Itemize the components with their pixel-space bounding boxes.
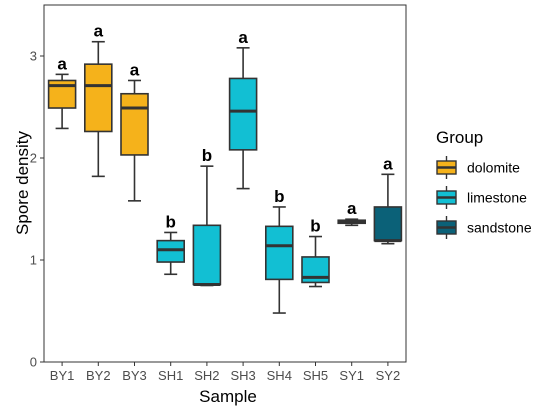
box-sh1: b bbox=[156, 212, 185, 276]
significance-label: b bbox=[166, 212, 176, 231]
x-tick-label: BY3 bbox=[122, 368, 147, 383]
axes: 0 1 2 3 BY1 BY2 BY3 SH1 SH2 SH3 SH4 SH5 SY1 SY2 bbox=[30, 4, 407, 383]
significance-label: b bbox=[274, 187, 284, 206]
x-tick-label: SH3 bbox=[230, 368, 255, 383]
x-tick-label: SH4 bbox=[267, 368, 292, 383]
box-sh3: a bbox=[228, 28, 258, 190]
x-tick-label: SH1 bbox=[158, 368, 183, 383]
box-sh2: b bbox=[192, 146, 222, 287]
box-by1: a bbox=[47, 54, 77, 130]
y-tick-label: 2 bbox=[30, 151, 37, 166]
panel-border bbox=[43, 4, 407, 363]
legend-item-dolomite: dolomite bbox=[436, 156, 520, 179]
significance-label: a bbox=[94, 22, 104, 41]
x-tick-label: SH5 bbox=[303, 368, 328, 383]
significance-label: a bbox=[238, 28, 248, 47]
y-tick-label: 0 bbox=[30, 355, 37, 370]
box-iqr bbox=[84, 63, 113, 133]
significance-label: b bbox=[202, 146, 212, 165]
x-tick-label: BY1 bbox=[50, 368, 75, 383]
significance-label: a bbox=[383, 154, 393, 173]
legend-label: limestone bbox=[467, 190, 527, 206]
box-sy2: a bbox=[373, 154, 403, 245]
box-iqr bbox=[228, 77, 258, 151]
y-tick-label: 1 bbox=[30, 253, 37, 268]
x-tick-label: SH2 bbox=[194, 368, 219, 383]
box-by3: a bbox=[120, 60, 149, 202]
legend-item-limestone: limestone bbox=[436, 186, 527, 209]
box-sh5: b bbox=[301, 217, 330, 288]
x-tick-label: BY2 bbox=[86, 368, 111, 383]
box-iqr bbox=[373, 206, 403, 242]
box-iqr bbox=[120, 92, 149, 156]
legend-label: sandstone bbox=[467, 220, 532, 236]
x-tick-label: SY1 bbox=[339, 368, 364, 383]
legend-label: dolomite bbox=[467, 160, 520, 176]
box-iqr bbox=[264, 225, 294, 281]
box-sy1: a bbox=[337, 199, 367, 227]
box-iqr bbox=[192, 224, 222, 286]
plot-area: a a a b b a b b a a bbox=[47, 22, 403, 314]
legend-item-sandstone: sandstone bbox=[436, 216, 532, 239]
significance-label: b bbox=[310, 217, 320, 236]
box-sh4: b bbox=[264, 187, 294, 314]
box-by2: a bbox=[84, 22, 113, 178]
box-iqr bbox=[156, 239, 185, 263]
x-axis-title: Sample bbox=[199, 387, 257, 406]
significance-label: a bbox=[130, 60, 140, 79]
y-axis-title: Spore density bbox=[13, 131, 32, 235]
x-tick-label: SY2 bbox=[376, 368, 401, 383]
significance-label: a bbox=[347, 199, 357, 218]
y-tick-label: 3 bbox=[30, 49, 37, 64]
legend: Group dolomite limestone sandstone bbox=[436, 128, 532, 239]
legend-title: Group bbox=[436, 128, 483, 147]
significance-label: a bbox=[57, 54, 67, 73]
